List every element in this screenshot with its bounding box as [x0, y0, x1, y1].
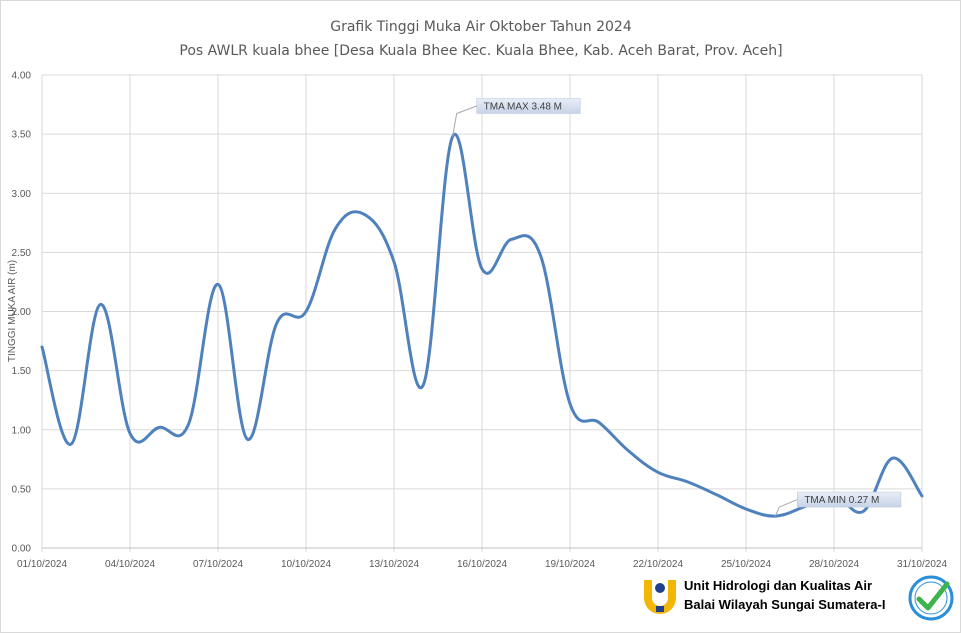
org-name-line2: Balai Wilayah Sungai Sumatera-I [684, 597, 886, 612]
data-point [510, 238, 513, 241]
x-tick-label: 10/10/2024 [281, 559, 331, 570]
y-tick-label: 3.00 [12, 189, 32, 200]
y-tick-label: 0.50 [12, 484, 32, 495]
data-point [569, 402, 572, 405]
y-tick-label: 2.00 [12, 307, 32, 318]
y-tick-label: 1.00 [12, 425, 32, 436]
data-point [334, 227, 337, 230]
data-point [305, 310, 308, 313]
pu-logo-icon [644, 580, 676, 614]
data-point [481, 267, 484, 270]
y-tick-label: 1.50 [12, 366, 32, 377]
callout-leader [452, 105, 477, 137]
x-tick-label: 13/10/2024 [369, 559, 419, 570]
x-tick-label: 04/10/2024 [105, 559, 155, 570]
data-point [539, 254, 542, 257]
data-point [891, 457, 894, 460]
data-point [41, 345, 44, 348]
data-point [657, 471, 660, 474]
callout-box [797, 491, 902, 508]
data-point [686, 480, 689, 483]
footer: Unit Hidrologi dan Kualitas Air Balai Wi… [641, 574, 956, 626]
data-point [99, 303, 102, 306]
data-point [422, 383, 425, 386]
org-name-line1: Unit Hidrologi dan Kualitas Air [684, 578, 873, 593]
x-tick-label: 07/10/2024 [193, 559, 243, 570]
series-group [40, 132, 924, 518]
data-point [363, 213, 366, 216]
y-tick-label: 4.00 [12, 71, 32, 82]
y-tick-label: 3.50 [12, 130, 32, 141]
data-point [393, 260, 396, 263]
data-point [187, 422, 190, 425]
data-point [129, 432, 132, 435]
chart-subtitle: Pos AWLR kuala bhee [Desa Kuala Bhee Kec… [179, 43, 782, 59]
data-point [158, 426, 161, 429]
y-tick-label: 0.00 [12, 544, 32, 555]
x-tick-label: 22/10/2024 [633, 559, 683, 570]
data-point [598, 421, 601, 424]
data-point [862, 510, 865, 513]
data-point [745, 507, 748, 510]
series-line [40, 132, 924, 518]
callout-label: TMA MAX 3.48 M [484, 101, 562, 112]
annotations: TMA MAX 3.48 M TMA MIN 0.27 M [452, 98, 902, 517]
data-point [70, 442, 73, 445]
x-tick-label: 19/10/2024 [545, 559, 595, 570]
x-tick-label: 28/10/2024 [809, 559, 859, 570]
y-axis-label: TINGGI MUKA AIR (m) [7, 260, 18, 362]
grid-lines [41, 74, 923, 552]
y-axis-ticks: 0.00 0.50 1.00 1.50 2.00 2.50 3.00 3.50 4.00 [12, 71, 32, 555]
x-axis-ticks: 01/10/2024 04/10/2024 07/10/2024 10/10/2024… [17, 559, 947, 570]
callout-label: TMA MIN 0.27 M [804, 495, 879, 506]
data-point [246, 438, 249, 441]
callout-leader [774, 499, 798, 517]
data-point [921, 494, 924, 497]
certified-badge-icon [908, 575, 954, 621]
x-tick-label: 25/10/2024 [721, 559, 771, 570]
data-point [627, 450, 630, 453]
data-point [275, 322, 278, 325]
chart-title: Grafik Tinggi Muka Air Oktober Tahun 202… [330, 19, 632, 35]
data-point [715, 493, 718, 496]
x-tick-label: 16/10/2024 [457, 559, 507, 570]
data-point [217, 283, 220, 286]
callout-box [476, 98, 581, 114]
x-tick-label: 01/10/2024 [17, 559, 67, 570]
y-tick-label: 2.50 [12, 248, 32, 259]
x-tick-label: 31/10/2024 [897, 559, 947, 570]
